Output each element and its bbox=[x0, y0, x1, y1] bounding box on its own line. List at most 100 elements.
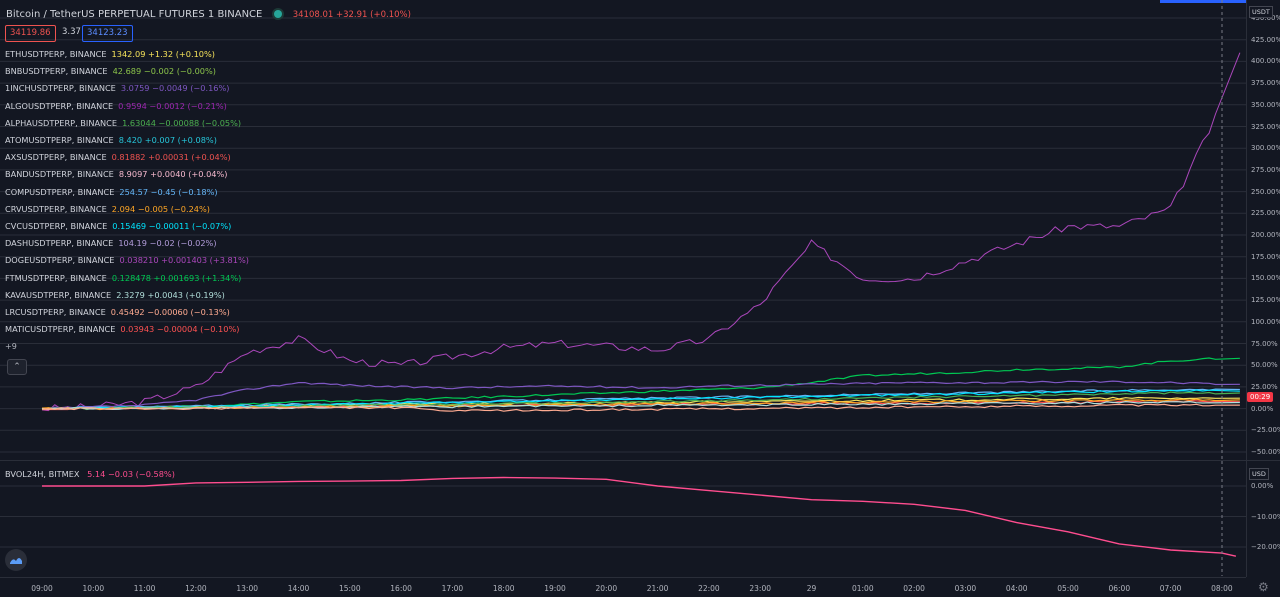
main-axis-tick: 100.00% bbox=[1251, 317, 1280, 326]
legend-row[interactable]: ALGOUSDTPERP, BINANCE 0.9594 −0.0012 (−0.… bbox=[5, 101, 227, 111]
main-axis-tick: 250.00% bbox=[1251, 187, 1280, 196]
legend-symbol[interactable]: CVCUSDTPERP, BINANCE bbox=[5, 221, 108, 231]
time-axis-tick: 02:00 bbox=[903, 584, 925, 593]
sell-button[interactable]: 34119.86 bbox=[5, 25, 56, 42]
main-axis-tick: 0.00% bbox=[1251, 404, 1274, 413]
legend-row[interactable]: ALPHAUSDTPERP, BINANCE 1.63044 −0.00088 (… bbox=[5, 118, 241, 128]
settings-gear-icon[interactable]: ⚙ bbox=[1258, 580, 1269, 594]
legend-symbol[interactable]: AXSUSDTPERP, BINANCE bbox=[5, 152, 107, 163]
legend-row[interactable]: CRVUSDTPERP, BINANCE 2.094 −0.005 (−0.24%… bbox=[5, 204, 210, 214]
legend-symbol[interactable]: DASHUSDTPERP, BINANCE bbox=[5, 238, 114, 249]
legend-value: 254.57 −0.45 (−0.18%) bbox=[119, 186, 218, 197]
volatility-chart-svg[interactable] bbox=[0, 461, 1246, 576]
time-axis-tick: 03:00 bbox=[954, 584, 977, 593]
legend-symbol[interactable]: DOGEUSDTPERP, BINANCE bbox=[5, 255, 115, 266]
legend-symbol[interactable]: BNBUSDTPERP, BINANCE bbox=[5, 66, 108, 77]
sub-axis-tick: 0.00% bbox=[1251, 482, 1274, 490]
volatility-line[interactable] bbox=[42, 476, 1237, 557]
main-axis-tick: 50.00% bbox=[1251, 361, 1278, 370]
tradingview-logo-icon[interactable] bbox=[5, 549, 27, 571]
legend-row[interactable]: LRCUSDTPERP, BINANCE 0.45492 −0.00060 (−0… bbox=[5, 307, 230, 317]
header-quote: 34108.01 +32.91 (+0.10%) bbox=[292, 10, 411, 20]
series-line[interactable] bbox=[41, 389, 1240, 410]
legend-row[interactable]: KAVAUSDTPERP, BINANCE 2.3279 +0.0043 (+0.… bbox=[5, 290, 225, 300]
time-axis[interactable]: 09:00 10:00 11:00 12:00 13:00 14:00 15:00 16:00… bbox=[0, 577, 1246, 597]
series-line[interactable] bbox=[41, 398, 1240, 411]
time-axis-tick: 12:00 bbox=[185, 584, 207, 593]
legend-symbol[interactable]: ALPHAUSDTPERP, BINANCE bbox=[5, 117, 118, 128]
volatility-pane[interactable] bbox=[0, 461, 1246, 576]
main-unit-label[interactable]: USDT bbox=[1249, 6, 1273, 18]
time-axis-tick: 21:00 bbox=[646, 584, 669, 593]
time-axis-tick: 20:00 bbox=[595, 584, 618, 593]
time-axis-tick: 14:00 bbox=[287, 584, 310, 593]
sub-unit-label[interactable]: USD bbox=[1249, 468, 1269, 480]
series-line[interactable] bbox=[41, 52, 1241, 412]
legend-row[interactable]: MATICUSDTPERP, BINANCE 0.03943 −0.00004 (… bbox=[5, 324, 239, 334]
legend-symbol[interactable]: ATOMUSDTPERP, BINANCE bbox=[5, 135, 114, 145]
legend-row[interactable]: ETHUSDTPERP, BINANCE 1342.09 +1.32 (+0.10… bbox=[5, 49, 215, 59]
main-axis-tick: 450.00% bbox=[1251, 14, 1280, 22]
legend-row[interactable]: AXSUSDTPERP, BINANCE 0.81882 +0.00031 (+0… bbox=[5, 152, 231, 162]
legend-symbol[interactable]: 1INCHUSDTPERP, BINANCE bbox=[5, 83, 116, 94]
main-price-axis[interactable]: 450.00% 425.00% 400.00% 375.00% 350.00% 325.0… bbox=[1246, 0, 1280, 460]
legend-row[interactable]: DOGEUSDTPERP, BINANCE 0.038210 +0.001403 … bbox=[5, 255, 249, 265]
main-chart-svg[interactable] bbox=[0, 0, 1246, 460]
legend-row[interactable]: BNBUSDTPERP, BINANCE 42.689 −0.002 (−0.00… bbox=[5, 66, 216, 76]
sub-indicator-value: 5.14 −0.03 (−0.58%) bbox=[87, 469, 175, 479]
main-axis-tick: 275.00% bbox=[1251, 165, 1280, 174]
legend-row[interactable]: 1INCHUSDTPERP, BINANCE 3.0759 −0.0049 (−0… bbox=[5, 83, 229, 93]
buy-button[interactable]: 34123.23 bbox=[82, 25, 133, 42]
legend-row[interactable]: BANDUSDTPERP, BINANCE 8.9097 +0.0040 (+0.… bbox=[5, 169, 227, 179]
time-axis-tick: 05:00 bbox=[1057, 584, 1079, 593]
legend-symbol[interactable]: ALGOUSDTPERP, BINANCE bbox=[5, 100, 114, 111]
legend-row[interactable]: CVCUSDTPERP, BINANCE 0.15469 −0.00011 (−0… bbox=[5, 221, 231, 231]
main-axis-tick: 300.00% bbox=[1251, 144, 1280, 153]
legend-symbol[interactable]: ETHUSDTPERP, BINANCE bbox=[5, 49, 107, 59]
main-axis-tick: 225.00% bbox=[1251, 209, 1280, 218]
legend-value: 0.038210 +0.001403 (+3.81%) bbox=[119, 255, 249, 266]
sub-indicator-legend: BVOL24H, BITMEX 5.14 −0.03 (−0.58%) bbox=[5, 469, 175, 479]
pane-separator[interactable] bbox=[0, 460, 1280, 461]
legend-symbol[interactable]: COMPUSDTPERP, BINANCE bbox=[5, 186, 115, 197]
chevron-up-icon[interactable]: ⌃ bbox=[7, 359, 27, 375]
legend-symbol[interactable]: KAVAUSDTPERP, BINANCE bbox=[5, 289, 112, 300]
main-axis-tick: 150.00% bbox=[1251, 274, 1280, 283]
sub-indicator-label[interactable]: BVOL24H, BITMEX bbox=[5, 469, 80, 479]
time-axis-tick: 08:00 bbox=[1211, 584, 1233, 593]
legend-row[interactable]: ATOMUSDTPERP, BINANCE 8.420 +0.007 (+0.08… bbox=[5, 135, 217, 145]
legend-symbol[interactable]: BANDUSDTPERP, BINANCE bbox=[5, 169, 114, 180]
spread-value: 3.37 bbox=[62, 27, 81, 37]
main-axis-tick: 350.00% bbox=[1251, 100, 1280, 109]
legend-value: 0.15469 −0.00011 (−0.07%) bbox=[112, 221, 232, 231]
countdown-badge: 00:29 bbox=[1247, 391, 1274, 402]
main-axis-tick: 25.00% bbox=[1251, 382, 1278, 391]
time-axis-tick: 13:00 bbox=[236, 584, 258, 593]
time-axis-tick: 18:00 bbox=[492, 584, 515, 593]
chart-header: Bitcoin / TetherUS PERPETUAL FUTURES 1 B… bbox=[6, 9, 411, 20]
legend-symbol[interactable]: CRVUSDTPERP, BINANCE bbox=[5, 203, 107, 214]
main-axis-tick: 125.00% bbox=[1251, 296, 1280, 305]
legend-symbol[interactable]: MATICUSDTPERP, BINANCE bbox=[5, 324, 116, 335]
time-axis-tick: 01:00 bbox=[851, 584, 874, 593]
time-axis-tick: 15:00 bbox=[338, 584, 361, 593]
legend-value: 42.689 −0.002 (−0.00%) bbox=[112, 66, 216, 77]
main-axis-tick: 400.00% bbox=[1251, 57, 1280, 66]
series-line[interactable] bbox=[41, 380, 1240, 409]
series-line[interactable] bbox=[41, 403, 1240, 412]
sub-axis-tick: −20.00% bbox=[1251, 543, 1280, 551]
legend-row[interactable]: COMPUSDTPERP, BINANCE 254.57 −0.45 (−0.18… bbox=[5, 187, 218, 197]
legend-symbol[interactable]: FTMUSDTPERP, BINANCE bbox=[5, 272, 107, 283]
time-axis-tick: 09:00 bbox=[31, 584, 53, 593]
symbol-title[interactable]: Bitcoin / TetherUS PERPETUAL FUTURES 1 B… bbox=[6, 9, 263, 20]
legend-row[interactable]: DASHUSDTPERP, BINANCE 104.19 −0.02 (−0.02… bbox=[5, 238, 217, 248]
legend-symbol[interactable]: LRCUSDTPERP, BINANCE bbox=[5, 307, 106, 317]
top-accent-bar bbox=[1160, 0, 1246, 3]
legend-value: 8.420 +0.007 (+0.08%) bbox=[118, 135, 217, 145]
main-chart-pane[interactable] bbox=[0, 0, 1246, 460]
series-line[interactable] bbox=[41, 357, 1240, 411]
legend-row[interactable]: FTMUSDTPERP, BINANCE 0.128478 +0.001693 (… bbox=[5, 273, 241, 283]
sub-price-axis[interactable]: 0.00% −10.00% −20.00% bbox=[1246, 461, 1280, 577]
more-symbols-count[interactable]: +9 bbox=[5, 342, 17, 351]
time-axis-tick: 06:00 bbox=[1108, 584, 1131, 593]
